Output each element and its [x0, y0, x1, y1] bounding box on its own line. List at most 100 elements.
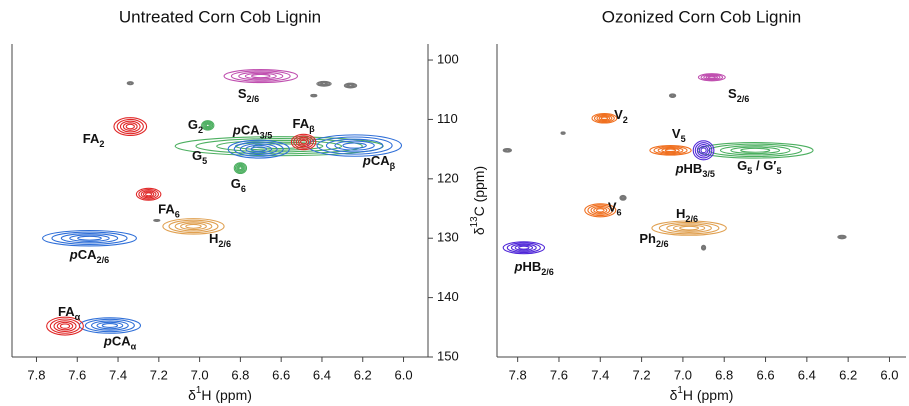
- x-tick-label: 7.2: [633, 367, 651, 382]
- text-part: β: [390, 162, 396, 172]
- text-part: CA: [241, 123, 260, 138]
- x-tick-label: 7.0: [674, 367, 692, 382]
- contour-peak: [514, 244, 534, 251]
- text-part: G: [192, 148, 202, 163]
- contour-peak: [325, 138, 384, 153]
- text-part: 2: [99, 140, 104, 150]
- contour-peak: [658, 221, 720, 235]
- contour-peak: [700, 147, 707, 154]
- text-part: CA: [371, 154, 390, 169]
- text-part: H: [209, 231, 218, 246]
- text-part: H (ppm): [683, 387, 734, 403]
- contour-peak: [116, 118, 144, 135]
- text-part: C (ppm): [471, 166, 487, 217]
- text-part: V: [608, 200, 617, 215]
- y-tick-label: 140: [437, 289, 459, 304]
- text-part: 2/6: [541, 267, 554, 277]
- x-tick-label: 6.8: [231, 367, 249, 382]
- contour-peak: [138, 188, 159, 200]
- text-part: δ: [188, 387, 196, 403]
- contour-peak: [59, 323, 71, 329]
- contour-peak: [101, 323, 119, 329]
- contour-peak: [46, 316, 84, 336]
- text-part: 2: [623, 115, 628, 125]
- contour-peak: [696, 142, 814, 159]
- x-tick-label: 7.4: [591, 367, 609, 382]
- contour-peak: [84, 318, 135, 333]
- contour-peak: [657, 146, 684, 154]
- contour-peak: [145, 192, 153, 197]
- text-part: 13: [469, 216, 480, 227]
- x-tick-label: 7.6: [68, 367, 86, 382]
- contour-peak: [730, 146, 781, 155]
- text-part: p: [232, 123, 241, 138]
- text-part: 6: [617, 208, 622, 218]
- contour-peak: [42, 229, 137, 247]
- contour-peak: [233, 162, 248, 175]
- contour-peak: [96, 321, 124, 330]
- contour-peak: [238, 71, 284, 81]
- contour-peak: [119, 120, 141, 133]
- text-part: G: [737, 158, 747, 173]
- x-tick-label: 7.2: [150, 367, 168, 382]
- x-tick-label: 6.8: [715, 367, 733, 382]
- peak-label: FA6: [158, 202, 180, 220]
- contour-peak: [502, 241, 546, 255]
- peak-label: pHB2/6: [513, 259, 553, 277]
- peak-label: H2/6: [209, 231, 231, 249]
- text-part: HB: [684, 161, 703, 176]
- text-part: β: [309, 124, 315, 134]
- x-tick-label: 7.6: [550, 367, 568, 382]
- text-part: 3/5: [260, 131, 273, 141]
- text-part: FA: [58, 304, 75, 319]
- contour-peak: [90, 320, 129, 331]
- text-part: 2: [198, 125, 203, 135]
- contour-peak: [125, 123, 135, 130]
- contour-peak: [719, 145, 791, 156]
- contour-peak: [653, 145, 688, 155]
- contour-peak: [135, 187, 162, 201]
- contour-peak: [595, 208, 605, 213]
- text-part: S: [238, 87, 247, 102]
- contour-peak: [593, 113, 615, 123]
- contour-peak: [233, 141, 284, 157]
- contour-peak: [195, 138, 363, 155]
- text-part: 6: [175, 210, 180, 220]
- x-tick-label: 6.2: [354, 367, 372, 382]
- contour-peak: [51, 231, 128, 245]
- contour-peak: [692, 140, 715, 161]
- peak-label: pCAα: [103, 334, 137, 352]
- text-part: α: [131, 342, 137, 352]
- peak-label: G5 / G′5: [737, 158, 781, 176]
- text-part: δ: [670, 387, 678, 403]
- contour-peak: [621, 196, 625, 200]
- text-part: 5: [202, 156, 207, 166]
- contour-peak: [230, 70, 291, 82]
- contour-peak: [204, 122, 211, 128]
- text-part: p: [513, 259, 522, 274]
- text-part: / G′: [752, 158, 776, 173]
- contour-peak: [679, 225, 699, 231]
- contour-peak: [348, 84, 353, 87]
- text-part: FA: [83, 132, 100, 147]
- text-part: HB: [522, 259, 541, 274]
- peak-label: G2: [188, 117, 203, 135]
- contour-peak: [696, 144, 711, 157]
- contour-peak: [60, 233, 119, 244]
- contour-peak: [239, 143, 278, 156]
- peak-label: S2/6: [728, 87, 749, 105]
- y-axis-label: δ13C (ppm): [469, 166, 487, 235]
- x-tick-label: 6.0: [880, 367, 898, 382]
- x-tick-label: 6.0: [394, 367, 412, 382]
- text-part: 2/6: [218, 239, 231, 249]
- contour-peak: [518, 245, 530, 250]
- x-tick-label: 6.6: [756, 367, 774, 382]
- contour-peak: [49, 318, 81, 334]
- text-part: V: [672, 126, 681, 141]
- contour-peak: [312, 94, 316, 98]
- contour-peak: [694, 142, 713, 159]
- peak-label: G5: [192, 148, 207, 166]
- text-part: p: [69, 247, 78, 262]
- peak-label: FAβ: [293, 116, 316, 134]
